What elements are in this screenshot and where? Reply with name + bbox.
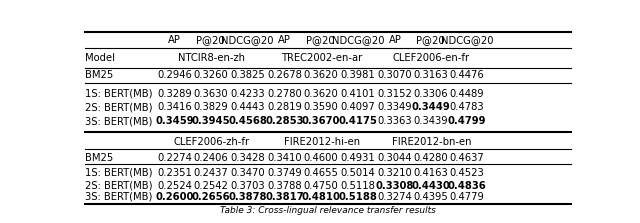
Text: 0.3449: 0.3449	[412, 102, 450, 112]
Text: 0.2406: 0.2406	[193, 153, 228, 163]
Text: 0.4568: 0.4568	[228, 116, 267, 126]
Text: NTCIR8-en-zh: NTCIR8-en-zh	[179, 53, 245, 63]
Text: P@20: P@20	[417, 35, 445, 45]
Text: 3S: BERT(MB): 3S: BERT(MB)	[85, 192, 152, 202]
Text: P@20: P@20	[307, 35, 335, 45]
Text: 0.2274: 0.2274	[157, 153, 192, 163]
Text: 0.3439: 0.3439	[413, 116, 448, 126]
Text: 0.4810: 0.4810	[301, 192, 340, 202]
Text: 0.4750: 0.4750	[303, 181, 338, 191]
Text: AP: AP	[388, 35, 401, 45]
Text: 0.4476: 0.4476	[450, 70, 484, 80]
Text: 2S: BERT(MB): 2S: BERT(MB)	[85, 102, 152, 112]
Text: 0.3070: 0.3070	[378, 70, 412, 80]
Text: 0.4101: 0.4101	[340, 89, 375, 99]
Text: 0.3459: 0.3459	[156, 116, 194, 126]
Text: 0.3620: 0.3620	[303, 89, 338, 99]
Text: 0.4931: 0.4931	[340, 153, 375, 163]
Text: 0.4655: 0.4655	[303, 168, 338, 178]
Text: 0.2853: 0.2853	[266, 116, 304, 126]
Text: 0.3306: 0.3306	[413, 89, 448, 99]
Text: 2S: BERT(MB): 2S: BERT(MB)	[85, 181, 152, 191]
Text: 0.2819: 0.2819	[268, 102, 302, 112]
Text: 0.3945: 0.3945	[191, 116, 230, 126]
Text: NDCG@20: NDCG@20	[332, 35, 384, 45]
Text: 0.4395: 0.4395	[413, 192, 448, 202]
Text: 0.3630: 0.3630	[193, 89, 228, 99]
Text: 0.5188: 0.5188	[339, 192, 377, 202]
Text: 0.5118: 0.5118	[340, 181, 375, 191]
Text: 0.4600: 0.4600	[303, 153, 338, 163]
Text: Model: Model	[85, 53, 115, 63]
Text: 0.2351: 0.2351	[157, 168, 192, 178]
Text: BM25: BM25	[85, 70, 113, 80]
Text: NDCG@20: NDCG@20	[221, 35, 274, 45]
Text: AP: AP	[278, 35, 291, 45]
Text: 0.3590: 0.3590	[303, 102, 338, 112]
Text: FIRE2012-bn-en: FIRE2012-bn-en	[392, 137, 471, 147]
Text: 0.4489: 0.4489	[450, 89, 484, 99]
Text: 0.3817: 0.3817	[266, 192, 304, 202]
Text: 0.3349: 0.3349	[378, 102, 412, 112]
Text: 0.3981: 0.3981	[340, 70, 375, 80]
Text: 0.2946: 0.2946	[157, 70, 192, 80]
Text: 0.3274: 0.3274	[378, 192, 412, 202]
Text: P@20: P@20	[196, 35, 225, 45]
Text: 0.4523: 0.4523	[450, 168, 484, 178]
Text: 0.4097: 0.4097	[340, 102, 375, 112]
Text: 1S: BERT(MB): 1S: BERT(MB)	[85, 89, 152, 99]
Text: 0.2780: 0.2780	[268, 89, 302, 99]
Text: 0.3749: 0.3749	[268, 168, 302, 178]
Text: 0.4637: 0.4637	[450, 153, 484, 163]
Text: 3S: BERT(MB): 3S: BERT(MB)	[85, 116, 152, 126]
Text: CLEF2006-en-fr: CLEF2006-en-fr	[393, 53, 470, 63]
Text: 0.3363: 0.3363	[378, 116, 412, 126]
Text: FIRE2012-hi-en: FIRE2012-hi-en	[284, 137, 360, 147]
Text: 0.3470: 0.3470	[230, 168, 265, 178]
Text: 0.3878: 0.3878	[228, 192, 267, 202]
Text: 0.2437: 0.2437	[193, 168, 228, 178]
Text: 0.3260: 0.3260	[193, 70, 228, 80]
Text: BM25: BM25	[85, 153, 113, 163]
Text: 0.4836: 0.4836	[448, 181, 486, 191]
Text: 0.3308: 0.3308	[376, 181, 414, 191]
Text: 1S: BERT(MB): 1S: BERT(MB)	[85, 168, 152, 178]
Text: 0.4799: 0.4799	[448, 116, 486, 126]
Text: 0.3410: 0.3410	[268, 153, 302, 163]
Text: 0.3829: 0.3829	[193, 102, 228, 112]
Text: 0.3152: 0.3152	[378, 89, 412, 99]
Text: 0.4233: 0.4233	[230, 89, 265, 99]
Text: TREC2002-en-ar: TREC2002-en-ar	[282, 53, 363, 63]
Text: 0.4175: 0.4175	[339, 116, 377, 126]
Text: 0.4280: 0.4280	[413, 153, 448, 163]
Text: 0.3703: 0.3703	[230, 181, 265, 191]
Text: 0.2524: 0.2524	[157, 181, 192, 191]
Text: NDCG@20: NDCG@20	[441, 35, 493, 45]
Text: AP: AP	[168, 35, 181, 45]
Text: 0.3044: 0.3044	[378, 153, 412, 163]
Text: 0.2656: 0.2656	[191, 192, 230, 202]
Text: 0.4779: 0.4779	[450, 192, 484, 202]
Text: 0.4783: 0.4783	[450, 102, 484, 112]
Text: 0.2600: 0.2600	[156, 192, 194, 202]
Text: 0.3620: 0.3620	[303, 70, 338, 80]
Text: 0.4163: 0.4163	[413, 168, 448, 178]
Text: CLEF2006-zh-fr: CLEF2006-zh-fr	[174, 137, 250, 147]
Text: 0.3825: 0.3825	[230, 70, 265, 80]
Text: 0.3210: 0.3210	[378, 168, 412, 178]
Text: 0.4443: 0.4443	[230, 102, 265, 112]
Text: Table 3: Cross-lingual relevance transfer results: Table 3: Cross-lingual relevance transfe…	[220, 206, 436, 215]
Text: 0.3428: 0.3428	[230, 153, 265, 163]
Text: 0.3289: 0.3289	[157, 89, 192, 99]
Text: 0.2678: 0.2678	[268, 70, 302, 80]
Text: 0.4430: 0.4430	[412, 181, 450, 191]
Text: 0.3163: 0.3163	[413, 70, 448, 80]
Text: 0.3788: 0.3788	[268, 181, 302, 191]
Text: 0.2542: 0.2542	[193, 181, 228, 191]
Text: 0.3670: 0.3670	[301, 116, 340, 126]
Text: 0.5014: 0.5014	[340, 168, 375, 178]
Text: 0.3416: 0.3416	[157, 102, 192, 112]
